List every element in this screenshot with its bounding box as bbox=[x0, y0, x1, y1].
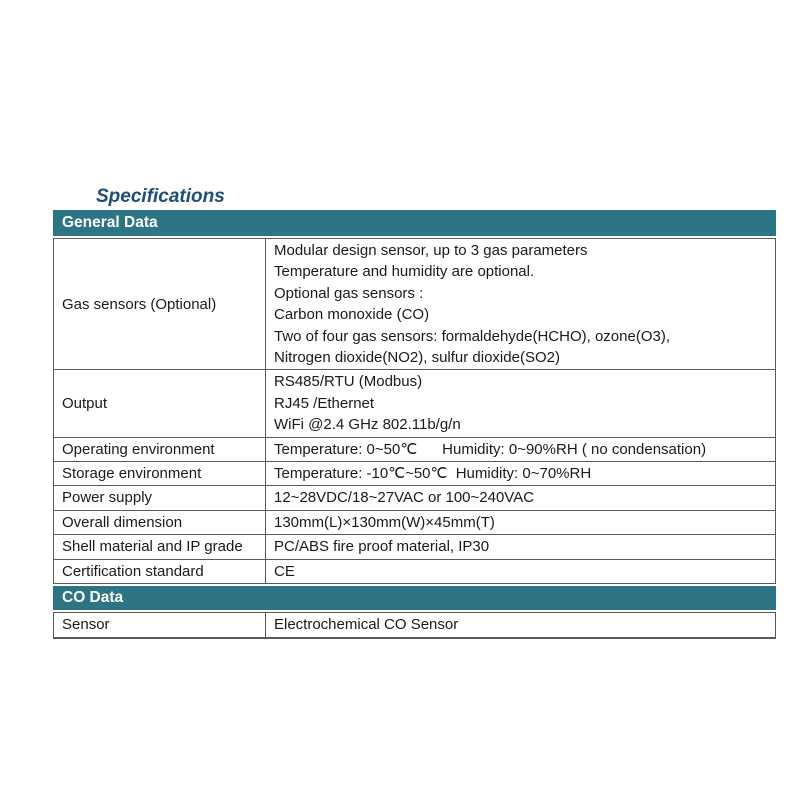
power-supply-label: Power supply bbox=[53, 485, 266, 511]
row-gas-sensors: Gas sensors (Optional) Modular design se… bbox=[53, 237, 776, 371]
shell-material-label: Shell material and IP grade bbox=[53, 534, 266, 560]
specifications-document: Specifications General Data Gas sensors … bbox=[53, 186, 776, 639]
row-certification-standard: Certification standard CE bbox=[53, 558, 776, 585]
row-shell-material: Shell material and IP grade PC/ABS fire … bbox=[53, 534, 776, 560]
storage-environment-label: Storage environment bbox=[53, 461, 266, 487]
row-output: Output RS485/RTU (Modbus) RJ45 /Ethernet… bbox=[53, 369, 776, 438]
row-overall-dimension: Overall dimension 130mm(L)×130mm(W)×45mm… bbox=[53, 509, 776, 536]
row-sensor: Sensor Electrochemical CO Sensor bbox=[53, 612, 776, 638]
output-label: Output bbox=[53, 369, 266, 438]
sensor-label: Sensor bbox=[53, 612, 266, 638]
co-data-table: Sensor Electrochemical CO Sensor bbox=[53, 612, 776, 639]
overall-dimension-label: Overall dimension bbox=[53, 509, 266, 536]
gas-sensors-label: Gas sensors (Optional) bbox=[53, 237, 266, 371]
general-data-table: Gas sensors (Optional) Modular design se… bbox=[53, 237, 776, 585]
page-title: Specifications bbox=[96, 186, 225, 207]
operating-environment-value: Temperature: 0~50℃ Humidity: 0~90%RH ( n… bbox=[265, 436, 776, 463]
output-value: RS485/RTU (Modbus) RJ45 /Ethernet WiFi @… bbox=[265, 369, 776, 438]
operating-environment-label: Operating environment bbox=[53, 436, 266, 463]
row-storage-environment: Storage environment Temperature: -10℃~50… bbox=[53, 461, 776, 487]
section-header-general-data: General Data bbox=[53, 210, 776, 236]
overall-dimension-value: 130mm(L)×130mm(W)×45mm(T) bbox=[265, 509, 776, 536]
power-supply-value: 12~28VDC/18~27VAC or 100~240VAC bbox=[265, 485, 776, 511]
gas-sensors-value: Modular design sensor, up to 3 gas param… bbox=[265, 237, 776, 371]
certification-standard-value: CE bbox=[265, 558, 776, 585]
sensor-value: Electrochemical CO Sensor bbox=[265, 612, 776, 638]
storage-environment-value: Temperature: -10℃~50℃ Humidity: 0~70%RH bbox=[265, 461, 776, 487]
row-operating-environment: Operating environment Temperature: 0~50℃… bbox=[53, 436, 776, 463]
section-header-co-data: CO Data bbox=[53, 586, 776, 611]
row-power-supply: Power supply 12~28VDC/18~27VAC or 100~24… bbox=[53, 485, 776, 511]
certification-standard-label: Certification standard bbox=[53, 558, 266, 585]
shell-material-value: PC/ABS fire proof material, IP30 bbox=[265, 534, 776, 560]
